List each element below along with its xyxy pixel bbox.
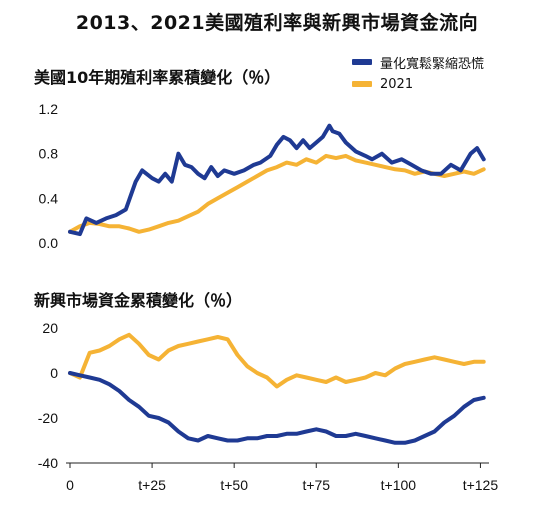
x-tick-label: t+75 <box>302 477 330 493</box>
legend-item-qe-taper: 量化寬鬆緊縮恐慌 <box>352 51 484 73</box>
legend-item-2021: 2021 <box>352 73 484 95</box>
yield-panel: 0.0 0.4 0.8 1.2 <box>39 101 486 251</box>
series-line-qe-taper <box>68 123 486 237</box>
series-line-2021 <box>68 332 486 389</box>
legend-swatch-qe-taper <box>352 59 372 65</box>
legend-swatch-2021 <box>352 81 372 87</box>
legend-label-qe-taper: 量化寬鬆緊縮恐慌 <box>380 56 485 72</box>
legend-label-2021: 2021 <box>380 76 414 92</box>
x-tick-label: t+125 <box>463 477 499 493</box>
flow-panel: -40 -20 0 20 0 t+25 t+50 t+75 t+100 t+125 <box>38 320 499 493</box>
y-tick-label: 20 <box>42 320 58 336</box>
series-line-qe-taper <box>68 371 486 445</box>
flow-panel-title: 新興市場資金累積變化（％） <box>34 291 243 310</box>
y-tick-label: 0 <box>50 365 58 381</box>
x-tick-label: t+50 <box>220 477 248 493</box>
y-tick-label: 0.0 <box>39 235 59 251</box>
y-tick-label: 1.2 <box>39 101 59 117</box>
legend: 量化寬鬆緊縮恐慌 2021 <box>352 51 484 95</box>
y-tick-label: 0.8 <box>39 146 59 162</box>
x-tick-label: 0 <box>66 477 74 493</box>
x-tick-label: t+25 <box>138 477 166 493</box>
x-tick-label: t+100 <box>381 477 417 493</box>
y-tick-label: -20 <box>38 410 58 426</box>
y-tick-label: 0.4 <box>39 190 59 206</box>
yield-panel-title: 美國10年期殖利率累積變化（％） <box>34 68 281 87</box>
chart-title: 2013、2021美國殖利率與新興市場資金流向 <box>75 12 479 34</box>
series-line-2021 <box>68 153 486 234</box>
y-tick-label: -40 <box>38 455 58 471</box>
